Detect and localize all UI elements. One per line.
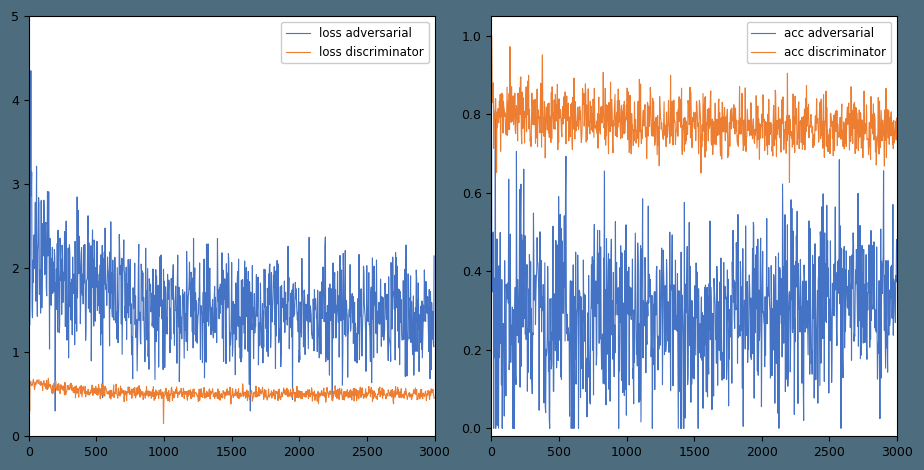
loss adversarial (24, 64, 35, 70)
acc discriminator (784, 180, 795, 185)
acc adversarial (664, 302, 675, 308)
acc discriminator (891, 115, 902, 121)
loss discriminator (340, 394, 351, 399)
acc discriminator (664, 141, 675, 146)
acc discriminator (809, 122, 821, 127)
loss adversarial (347, 293, 359, 299)
loss discriminator (347, 392, 359, 398)
loss discriminator (23, 433, 34, 439)
acc discriminator (527, 100, 538, 106)
loss adversarial (66, 317, 77, 323)
acc discriminator (650, 138, 661, 144)
loss adversarial (202, 241, 213, 247)
acc adversarial (891, 237, 902, 243)
loss discriminator (65, 384, 76, 390)
Line: acc discriminator: acc discriminator (492, 36, 896, 182)
Line: loss discriminator: loss discriminator (29, 378, 434, 436)
loss adversarial (188, 236, 199, 242)
acc adversarial (809, 241, 821, 247)
loss adversarial (50, 408, 61, 414)
acc adversarial (764, 308, 775, 313)
loss discriminator (429, 396, 440, 401)
Line: loss adversarial: loss adversarial (29, 67, 434, 411)
loss adversarial (23, 392, 34, 397)
loss discriminator (188, 386, 199, 392)
loss adversarial (429, 253, 440, 259)
acc adversarial (802, 326, 813, 332)
Legend: acc adversarial, acc discriminator: acc adversarial, acc discriminator (747, 22, 891, 63)
acc adversarial (486, 33, 497, 39)
acc discriminator (764, 120, 775, 126)
Legend: loss adversarial, loss discriminator: loss adversarial, loss discriminator (281, 22, 429, 63)
acc adversarial (650, 289, 661, 295)
acc adversarial (528, 332, 539, 337)
acc discriminator (486, 33, 497, 39)
acc discriminator (802, 105, 813, 110)
loss discriminator (43, 376, 54, 381)
loss discriminator (202, 394, 213, 399)
acc adversarial (488, 425, 499, 431)
Line: acc adversarial: acc adversarial (492, 36, 896, 428)
loss adversarial (302, 318, 313, 324)
loss discriminator (302, 392, 313, 397)
loss adversarial (340, 333, 351, 339)
